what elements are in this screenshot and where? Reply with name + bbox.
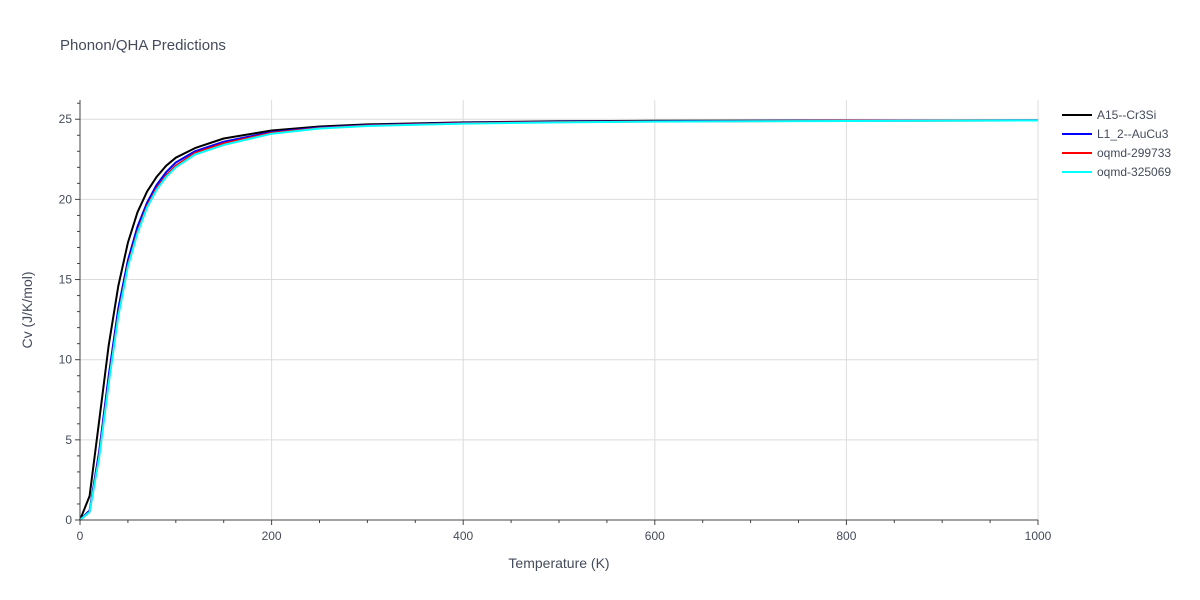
y-tick-label: 0 [65, 513, 72, 527]
x-tick-label: 400 [453, 529, 473, 543]
legend-label: oqmd-325069 [1097, 165, 1171, 179]
series-line-2 [79, 119, 1039, 521]
series-layer [79, 119, 1039, 521]
legend-item[interactable]: L1_2--AuCu3 [1062, 127, 1169, 141]
x-tick-label: 600 [645, 529, 665, 543]
legend-item[interactable]: oqmd-299733 [1062, 146, 1171, 160]
x-tick-label: 200 [262, 529, 282, 543]
y-axis-label: Cv (J/K/mol) [19, 272, 35, 349]
legend-item[interactable]: oqmd-325069 [1062, 165, 1171, 179]
y-tick-label: 20 [59, 192, 73, 206]
legend-item[interactable]: A15--Cr3Si [1062, 108, 1156, 122]
y-tick-label: 25 [59, 112, 73, 126]
x-tick-label: 800 [836, 529, 856, 543]
y-tick-label: 5 [65, 433, 72, 447]
grid [80, 100, 1039, 520]
series-line-4 [79, 119, 1039, 521]
x-axis-label: Temperature (K) [508, 555, 609, 571]
legend-label: A15--Cr3Si [1097, 108, 1156, 122]
y-tick-label: 10 [59, 353, 73, 367]
legend-label: L1_2--AuCu3 [1097, 127, 1169, 141]
chart-title: Phonon/QHA Predictions [60, 37, 226, 54]
legend-label: oqmd-299733 [1097, 146, 1171, 160]
x-tick-label: 0 [77, 529, 84, 543]
axes: 0 200 400 600 800 1000 0 5 10 15 20 25 [59, 100, 1052, 543]
x-tick-label: 1000 [1025, 529, 1052, 543]
series-line-3 [79, 119, 1039, 521]
y-tick-label: 15 [59, 273, 73, 287]
legend[interactable]: A15--Cr3Si L1_2--AuCu3 oqmd-299733 oqmd-325… [1062, 108, 1171, 179]
series-line-1 [79, 119, 1039, 521]
